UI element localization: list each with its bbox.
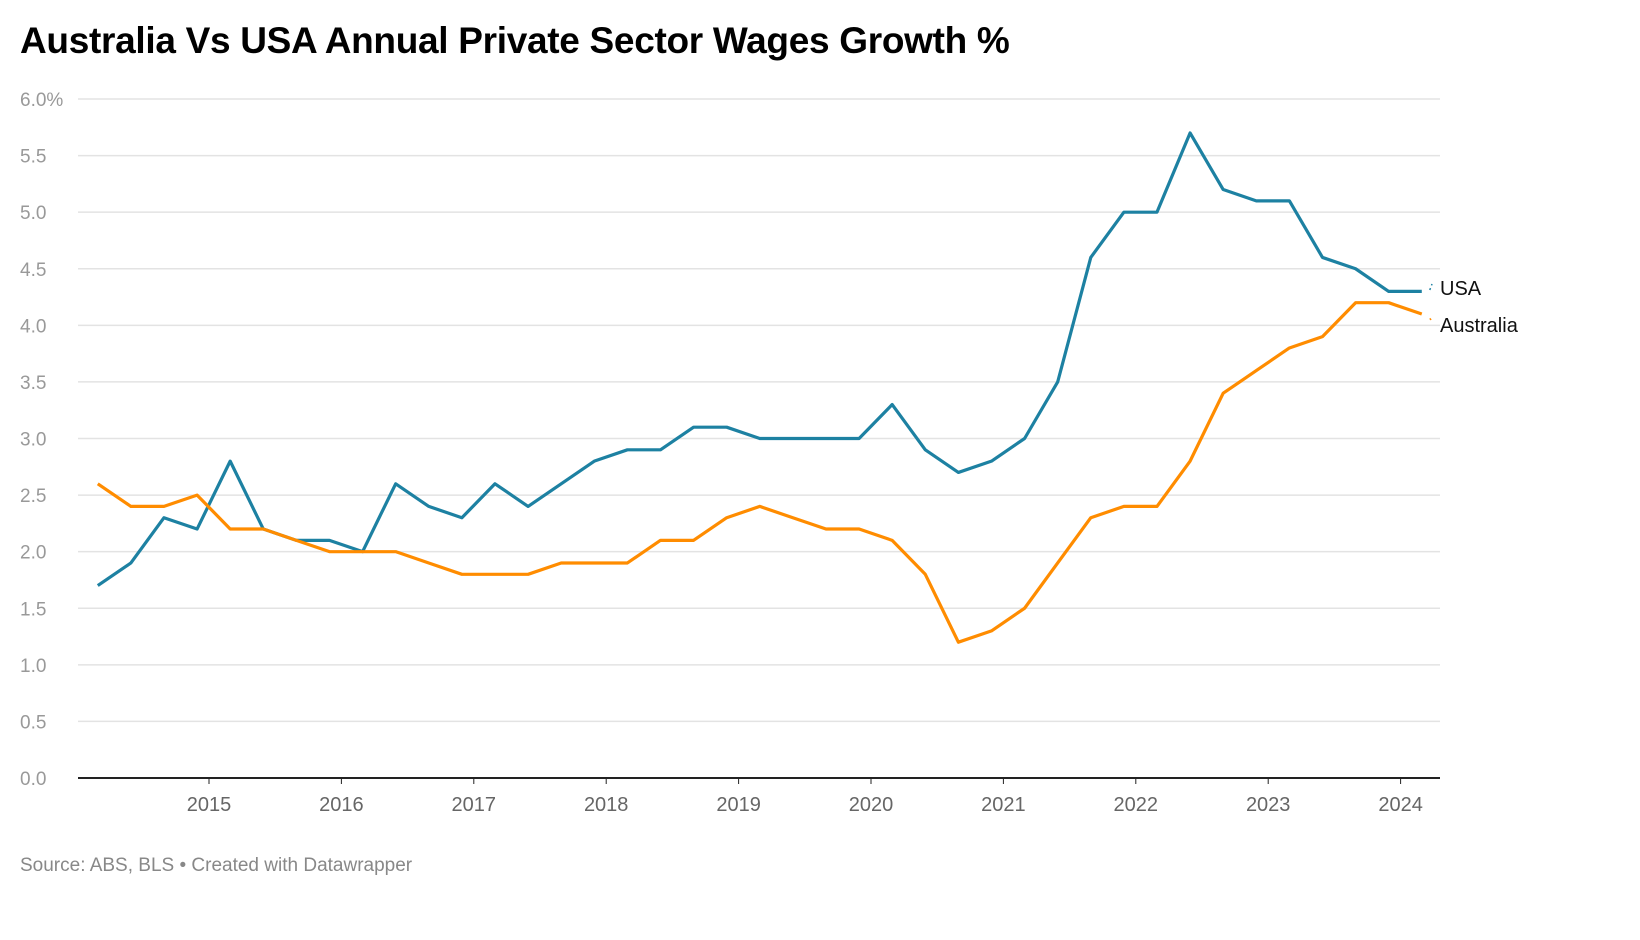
chart-title: Australia Vs USA Annual Private Sector W… <box>20 20 1010 61</box>
label-connector <box>1429 317 1433 322</box>
y-tick-label: 2.0 <box>20 543 46 564</box>
x-tick-label: 2024 <box>1378 794 1423 816</box>
series-label-australia: Australia <box>1440 315 1519 337</box>
y-tick-label: 0.0 <box>20 769 46 790</box>
x-tick-label: 2015 <box>187 794 232 816</box>
x-tick-label: 2022 <box>1114 794 1159 816</box>
series-line-australia <box>96 301 1423 644</box>
y-tick-label: 6.0% <box>20 90 63 111</box>
x-tick-label: 2017 <box>452 794 497 816</box>
series-line-usa <box>96 131 1422 587</box>
source-note: Source: ABS, BLS • Created with Datawrap… <box>20 855 413 876</box>
x-tick-label: 2021 <box>981 794 1026 816</box>
y-tick-label: 3.0 <box>20 430 46 451</box>
x-tick-label: 2023 <box>1246 794 1291 816</box>
series-label-usa: USA <box>1440 278 1482 300</box>
y-tick-label: 3.5 <box>20 373 46 394</box>
y-tick-label: 0.5 <box>20 712 46 733</box>
x-tick-label: 2018 <box>584 794 629 816</box>
y-tick-label: 1.0 <box>20 656 46 677</box>
y-tick-label: 5.5 <box>20 147 46 168</box>
y-tick-label: 4.5 <box>20 260 46 281</box>
y-tick-label: 5.0 <box>20 203 46 224</box>
x-tick-label: 2016 <box>319 794 364 816</box>
y-tick-label: 2.5 <box>20 486 46 507</box>
label-connector <box>1429 283 1433 291</box>
y-tick-label: 1.5 <box>20 599 46 620</box>
x-tick-label: 2019 <box>716 794 761 816</box>
x-tick-label: 2020 <box>849 794 894 816</box>
y-tick-label: 4.0 <box>20 316 46 337</box>
